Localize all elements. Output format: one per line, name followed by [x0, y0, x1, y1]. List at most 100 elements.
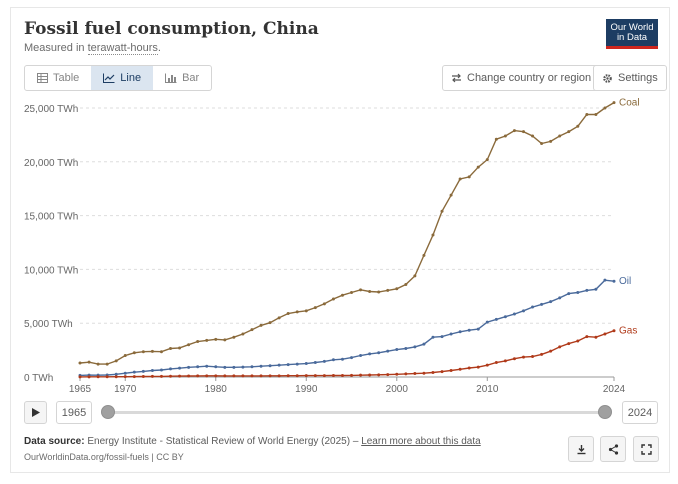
data-point-gas	[322, 374, 326, 378]
y-tick-label: 0 TWh	[24, 373, 53, 384]
data-point-oil	[521, 309, 525, 313]
x-tick-label: 1990	[295, 384, 318, 395]
data-point-coal	[159, 350, 163, 354]
play-button[interactable]	[24, 401, 47, 424]
data-point-coal	[96, 362, 100, 366]
series-line-gas	[79, 330, 615, 378]
timeline-track[interactable]	[108, 411, 605, 414]
series-label-oil: Oil	[619, 276, 631, 287]
timeline-start-year[interactable]: 1965	[56, 401, 92, 424]
unit-term[interactable]: terawatt-hours	[87, 42, 158, 55]
data-point-gas	[141, 374, 145, 378]
logo-line-1: Our World	[610, 22, 654, 33]
data-point-gas	[567, 342, 571, 346]
x-tick-label: 2000	[386, 384, 409, 395]
learn-more-link[interactable]: Learn more about this data	[361, 436, 481, 447]
data-point-oil	[603, 278, 607, 282]
data-point-gas	[78, 375, 82, 379]
share-button[interactable]	[600, 436, 626, 462]
x-tick-label: 1970	[114, 384, 137, 395]
data-point-gas	[123, 375, 127, 379]
data-point-gas	[214, 374, 218, 378]
data-point-gas	[304, 374, 308, 378]
grid-layer	[79, 107, 615, 381]
data-point-oil	[585, 288, 589, 292]
data-point-gas	[368, 373, 372, 377]
data-point-oil	[395, 348, 399, 352]
y-tick-label: 10,000 TWh	[24, 265, 78, 276]
data-point-oil	[331, 358, 335, 362]
x-tick-label: 1965	[69, 384, 92, 395]
data-point-oil	[531, 305, 535, 309]
change-country-button[interactable]: Change country or region	[442, 65, 601, 91]
data-point-coal	[241, 332, 245, 336]
tab-table[interactable]: Table	[25, 66, 91, 90]
settings-label: Settings	[618, 72, 658, 84]
data-point-coal	[132, 351, 136, 355]
data-point-oil	[386, 349, 390, 353]
data-point-coal	[114, 359, 118, 363]
data-point-gas	[286, 374, 290, 378]
data-point-coal	[87, 360, 91, 364]
play-icon	[31, 408, 40, 417]
data-point-gas	[223, 374, 227, 378]
timeline-end-year[interactable]: 2024	[622, 401, 658, 424]
share-icon	[608, 443, 618, 455]
tab-line[interactable]: Line	[91, 66, 154, 90]
data-point-coal	[404, 282, 408, 286]
data-point-coal	[169, 346, 173, 350]
data-point-oil	[440, 335, 444, 339]
data-point-coal	[295, 310, 299, 314]
series-line-oil	[79, 279, 615, 377]
data-point-oil	[368, 352, 372, 356]
data-point-oil	[540, 302, 544, 306]
data-point-oil	[467, 328, 471, 332]
data-point-gas	[404, 372, 408, 376]
data-point-gas	[313, 374, 317, 378]
data-point-oil	[169, 367, 173, 371]
data-point-gas	[467, 366, 471, 370]
data-point-oil	[187, 365, 191, 369]
data-point-gas	[494, 360, 498, 364]
data-point-coal	[187, 343, 191, 347]
data-point-coal	[594, 112, 598, 116]
data-point-coal	[350, 291, 354, 295]
data-point-gas	[178, 374, 182, 378]
data-point-coal	[359, 288, 363, 292]
source-url[interactable]: OurWorldinData.org/fossil-fuels | CC BY	[24, 452, 184, 462]
tab-table-label: Table	[53, 72, 80, 84]
series-label-coal: Coal	[619, 98, 640, 109]
data-point-oil	[558, 296, 562, 300]
data-point-gas	[431, 370, 435, 374]
tab-bar[interactable]: Bar	[153, 66, 211, 90]
timeline-start-handle[interactable]	[101, 405, 115, 419]
data-point-oil	[431, 335, 435, 339]
data-point-coal	[268, 321, 272, 325]
data-point-coal	[250, 328, 254, 332]
settings-button[interactable]: Settings	[593, 65, 667, 91]
data-point-oil	[567, 292, 571, 296]
data-point-oil	[250, 365, 254, 369]
data-point-coal	[304, 309, 308, 313]
data-point-coal	[431, 233, 435, 237]
data-point-coal	[277, 316, 281, 320]
data-point-coal	[340, 293, 344, 297]
data-point-oil	[259, 364, 263, 368]
owid-logo[interactable]: Our World in Data	[606, 19, 658, 49]
data-point-coal	[78, 361, 82, 365]
data-point-gas	[594, 335, 598, 339]
data-point-gas	[413, 372, 417, 376]
subtitle-prefix: Measured in	[24, 42, 88, 54]
y-tick-label: 5,000 TWh	[24, 319, 73, 330]
data-point-oil	[159, 368, 163, 372]
data-point-oil	[123, 371, 127, 375]
source-text: Energy Institute - Statistical Review of…	[84, 436, 362, 447]
data-point-gas	[350, 373, 354, 377]
data-point-coal	[368, 289, 372, 293]
data-point-oil	[313, 360, 317, 364]
fullscreen-button[interactable]	[633, 436, 659, 462]
data-point-oil	[503, 315, 507, 319]
timeline-end-handle[interactable]	[598, 405, 612, 419]
data-point-gas	[359, 373, 363, 377]
download-button[interactable]	[568, 436, 594, 462]
